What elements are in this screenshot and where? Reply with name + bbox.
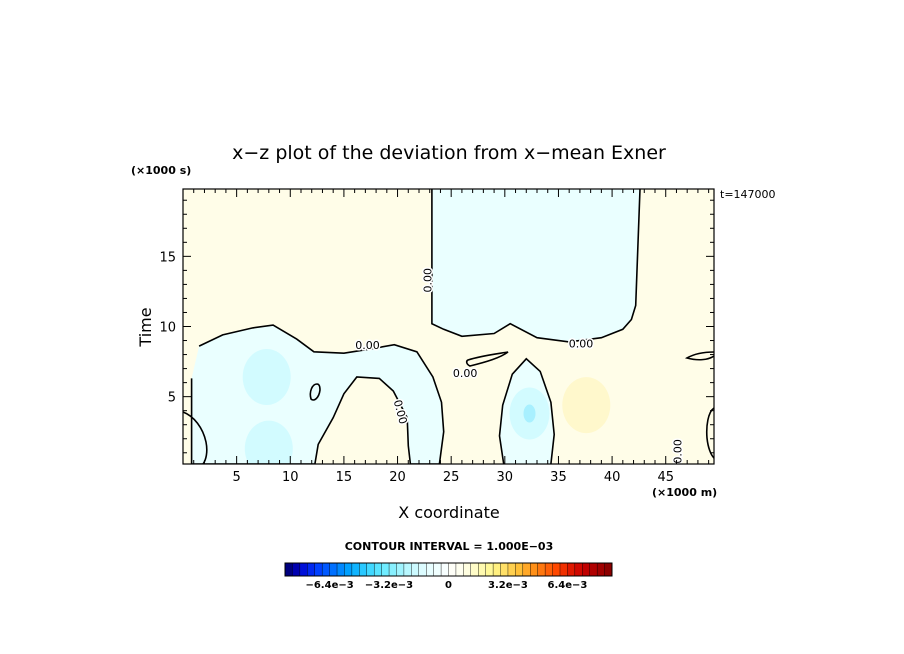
colorbar-cell <box>418 562 427 577</box>
extremum-core-neg-min-center <box>523 404 536 423</box>
colorbar-cell <box>329 562 338 577</box>
colorbar-cell <box>559 562 568 577</box>
colorbar-cell <box>284 562 293 577</box>
colorbar-cell <box>321 562 331 577</box>
colorbar-cell <box>530 562 539 577</box>
colorbar-cell <box>403 562 412 577</box>
colorbar-cell <box>299 562 308 577</box>
colorbar-tick-label: −6.4e−3 <box>305 580 353 591</box>
colorbar-cell <box>292 562 301 577</box>
x-tick-label: 30 <box>497 470 514 485</box>
colorbar-cell <box>470 562 479 577</box>
colorbar-cell <box>485 562 494 577</box>
chart-title: x−z plot of the deviation from x−mean Ex… <box>232 142 666 164</box>
colorbar <box>284 562 613 577</box>
contour-interval: CONTOUR INTERVAL = 1.000E−03 <box>345 540 554 553</box>
contour-upper-right <box>431 189 641 343</box>
x-tick-label: 40 <box>604 470 621 485</box>
colorbar-cell <box>344 562 353 577</box>
y-axis-unit: (×1000 s) <box>131 164 191 177</box>
colorbar-cell <box>307 562 316 577</box>
colorbar-cell <box>366 562 375 577</box>
colorbar-cell <box>582 562 591 577</box>
contour-label-5: 0.00 <box>569 338 594 351</box>
colorbar-cell <box>507 562 516 577</box>
y-tick-label: 5 <box>168 391 176 406</box>
colorbar-cell <box>552 562 561 577</box>
colorbar-cell <box>388 562 397 577</box>
colorbar-cell <box>351 562 360 577</box>
colorbar-cell <box>426 562 435 577</box>
colorbar-cell <box>574 562 583 577</box>
contour-label-6: 0.00 <box>672 439 685 464</box>
colorbar-cell <box>373 562 383 577</box>
colorbar-cell <box>567 562 576 577</box>
colorbar-tick-label: 3.2e−3 <box>488 580 528 591</box>
colorbar-cell <box>455 562 464 577</box>
extremum-pos-max-right <box>562 377 611 434</box>
x-tick-label: 15 <box>336 470 353 485</box>
x-tick-label: 25 <box>443 470 460 485</box>
colorbar-cell <box>336 562 345 577</box>
y-axis-label: Time <box>136 307 155 347</box>
extremum-neg-min-bottom-left <box>244 420 293 464</box>
colorbar-cell <box>359 562 368 577</box>
colorbar-cell <box>478 562 487 577</box>
colorbar-cell <box>522 562 531 577</box>
y-tick-label: 15 <box>159 250 176 265</box>
colorbar-cell <box>433 562 442 577</box>
colorbar-tick-label: 0 <box>445 580 452 591</box>
colorbar-cell <box>314 562 323 577</box>
colorbar-tick-label: −3.2e−3 <box>365 580 413 591</box>
x-tick-label: 45 <box>657 470 674 485</box>
plot-area: 0.000.000.000.000.000.00 <box>183 189 714 464</box>
colorbar-cell <box>411 562 420 577</box>
y-tick-label: 10 <box>159 321 176 336</box>
x-tick-label: 35 <box>550 470 567 485</box>
x-tick-label: 20 <box>389 470 406 485</box>
contour-label-2: 0.00 <box>355 339 380 352</box>
x-axis-unit: (×1000 m) <box>652 486 717 499</box>
colorbar-cell <box>515 562 524 577</box>
contour-label-1: 0.00 <box>422 268 435 293</box>
x-tick-label: 10 <box>282 470 299 485</box>
colorbar-frame <box>284 562 613 577</box>
colorbar-cell <box>492 562 502 577</box>
colorbar-cell <box>589 562 598 577</box>
colorbar-tick-label: 6.4e−3 <box>547 580 587 591</box>
colorbar-cell <box>544 562 554 577</box>
x-tick-label: 5 <box>232 470 240 485</box>
contour-label-3: 0.00 <box>453 367 478 380</box>
contour-lower-left <box>190 324 445 464</box>
colorbar-cell <box>596 562 606 577</box>
x-axis-label: X coordinate <box>398 503 499 522</box>
negative-region-upper-right <box>431 189 640 342</box>
time-stamp: t=147000 <box>720 188 776 201</box>
colorbar-cell <box>396 562 405 577</box>
colorbar-cell <box>604 562 613 577</box>
colorbar-cell <box>463 562 472 577</box>
colorbar-cell <box>500 562 509 577</box>
contour-center-bottom <box>498 357 556 464</box>
colorbar-cell <box>448 562 457 577</box>
colorbar-cell <box>537 562 546 577</box>
extremum-neg-min-left <box>242 349 291 405</box>
colorbar-cell <box>381 562 390 577</box>
colorbar-cell <box>440 562 450 577</box>
